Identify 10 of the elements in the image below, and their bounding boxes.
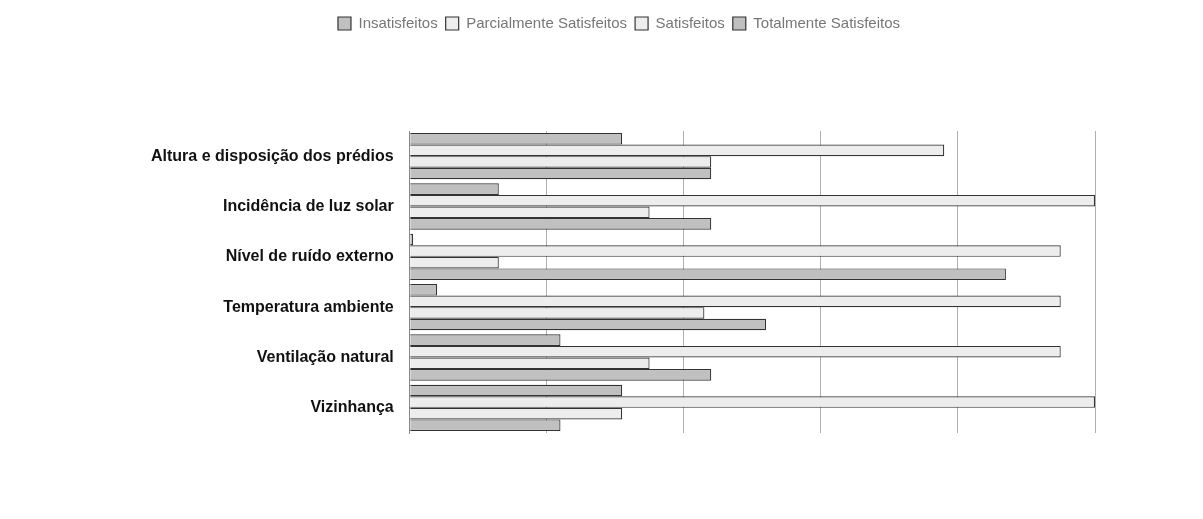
y-tick-label: Vizinhança (310, 398, 394, 416)
legend-label: Satisfeitos (655, 13, 725, 31)
legend-label: Parcialmente Satisfeitos (466, 13, 628, 31)
legend-label: Totalmente Satisfeitos (753, 13, 901, 31)
y-tick-label: Incidência de luz solar (223, 196, 394, 214)
y-tick-label: Nível de ruído externo (225, 247, 394, 265)
y-tick-label: Temperatura ambiente (223, 297, 394, 315)
y-tick-label: Ventilação natural (256, 347, 394, 365)
y-tick-label: Altura e disposição dos prédios (151, 146, 394, 164)
legend-label: Insatisfeitos (358, 13, 438, 31)
